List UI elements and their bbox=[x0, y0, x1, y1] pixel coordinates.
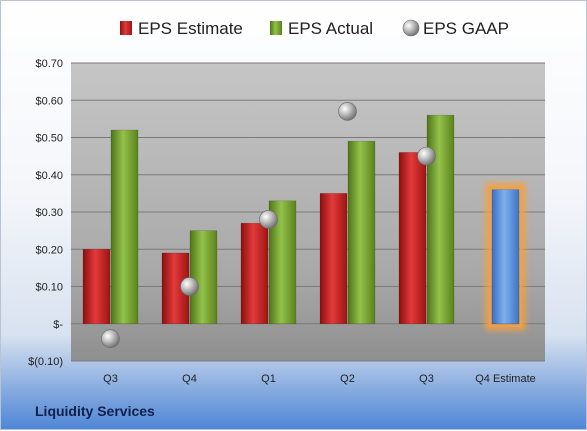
y-axis: $0.70 $0.60 $0.50 $0.40 $0.30 $0.20 $0.10 $- $(0… bbox=[28, 58, 63, 368]
bar-eps-actual bbox=[347, 140, 376, 324]
q4-estimate-highlight bbox=[485, 183, 526, 331]
legend: EPS Estimate EPS Actual EPS GAAP bbox=[120, 19, 509, 38]
bar-eps-actual bbox=[110, 129, 139, 324]
legend-swatch bbox=[270, 21, 282, 35]
x-tick-label: Q3 bbox=[103, 373, 118, 385]
y-tick-label: $0.40 bbox=[35, 170, 63, 182]
y-tick-label: $(0.10) bbox=[28, 356, 63, 368]
y-tick-label: $0.60 bbox=[35, 95, 63, 107]
x-tick-label: Q4 bbox=[182, 373, 197, 385]
x-tick-label: Q4 Estimate bbox=[475, 373, 536, 385]
y-tick-label: $- bbox=[53, 319, 63, 331]
bar-eps-actual bbox=[426, 114, 455, 325]
legend-label: EPS Estimate bbox=[138, 19, 243, 38]
legend-label: EPS Actual bbox=[288, 19, 373, 38]
point-eps-gaap bbox=[417, 146, 436, 166]
bar-eps-estimate bbox=[319, 193, 348, 324]
x-tick-label: Q3 bbox=[419, 373, 434, 385]
legend-swatch bbox=[402, 19, 420, 37]
bar-eps-estimate bbox=[82, 249, 111, 324]
bars bbox=[82, 114, 526, 331]
x-tick-label: Q1 bbox=[261, 373, 276, 385]
y-tick-label: $0.50 bbox=[35, 133, 63, 145]
bar-q4-estimate bbox=[491, 189, 520, 324]
legend-swatch bbox=[120, 21, 132, 35]
company-name: Liquidity Services bbox=[35, 403, 155, 419]
q4-estimate-outline bbox=[488, 186, 523, 327]
point-eps-gaap bbox=[259, 210, 278, 229]
bar-eps-actual bbox=[189, 230, 218, 324]
gaap-points bbox=[101, 102, 436, 348]
y-tick-label: $0.70 bbox=[35, 58, 63, 70]
point-eps-gaap bbox=[180, 277, 199, 296]
y-tick-label: $0.10 bbox=[35, 282, 63, 294]
bar-eps-estimate bbox=[398, 152, 427, 324]
y-tick-label: $0.20 bbox=[35, 244, 63, 256]
bar-eps-estimate bbox=[240, 222, 269, 324]
y-tick-label: $0.30 bbox=[35, 207, 63, 219]
x-tick-label: Q2 bbox=[340, 373, 355, 385]
legend-label: EPS GAAP bbox=[423, 19, 509, 38]
x-axis: Q3 Q4 Q1 Q2 Q3 Q4 Estimate bbox=[103, 373, 536, 385]
point-eps-gaap bbox=[101, 329, 120, 348]
point-eps-gaap bbox=[338, 102, 357, 121]
gridlines bbox=[71, 62, 545, 362]
